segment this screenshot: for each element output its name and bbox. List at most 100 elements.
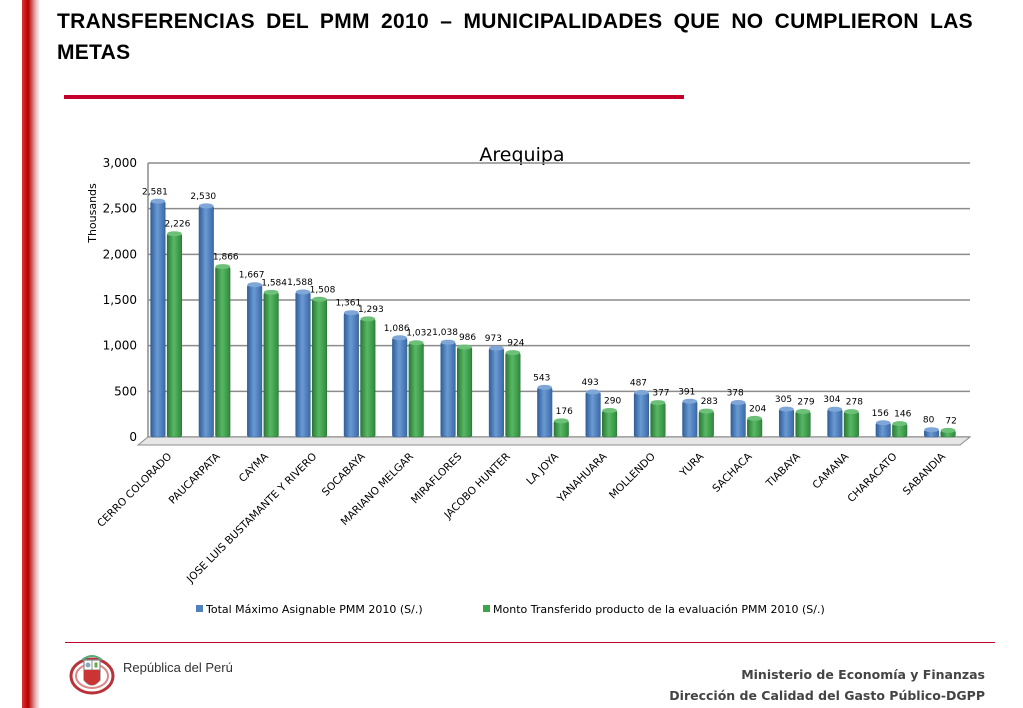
data-label-transferido: 1,508	[310, 285, 336, 295]
data-label-transferido: 924	[507, 339, 524, 349]
bar-top-transferido	[747, 415, 762, 421]
bar-total	[198, 205, 214, 438]
data-label-transferido: 72	[945, 416, 956, 426]
y-tick-label: 1,500	[103, 293, 137, 307]
bar-total	[295, 291, 311, 438]
bar-top-total	[730, 399, 746, 405]
data-label-total: 493	[582, 378, 599, 388]
bar-transferido	[263, 292, 279, 438]
x-tick-label: TIABAYA	[763, 450, 803, 490]
bar-transferido	[747, 418, 763, 438]
data-label-transferido: 279	[797, 398, 814, 408]
data-label-transferido: 986	[459, 333, 476, 343]
bar-top-total	[875, 420, 891, 426]
bar-total	[827, 408, 843, 438]
bar-transferido	[215, 266, 231, 438]
bar-transferido	[795, 411, 811, 438]
bar-transferido	[360, 318, 376, 438]
x-tick-label: PAUCARPATA	[167, 450, 224, 507]
data-label-total: 487	[630, 379, 647, 389]
x-tick-label: SACHACA	[710, 450, 755, 495]
bar-top-total	[344, 310, 359, 316]
bar-total	[440, 341, 456, 438]
country-name: República del Perú	[123, 660, 233, 675]
bar-top-total	[779, 406, 794, 412]
y-axis-label: Thousands	[86, 183, 99, 244]
decorative-side-bar	[22, 0, 40, 708]
data-label-total: 305	[775, 395, 792, 405]
bar-top-total	[585, 389, 601, 395]
data-label-total: 391	[678, 387, 695, 397]
x-tick-label: SABANDIA	[901, 450, 949, 498]
data-label-total: 1,667	[239, 271, 265, 281]
footer-institution: Ministerio de Economía y Finanzas Direcc…	[669, 664, 985, 706]
y-tick-label: 1,000	[103, 339, 137, 353]
x-tick-label: CAYMA	[237, 450, 272, 485]
x-tick-label: CAMANA	[810, 450, 851, 491]
bar-top-transferido	[167, 231, 182, 237]
bar-transferido	[843, 411, 859, 438]
bar-transferido	[311, 298, 328, 438]
footer-emblem	[68, 650, 116, 702]
direction-name: Dirección de Calidad del Gasto Público-D…	[669, 688, 985, 703]
data-label-total: 1,086	[384, 324, 410, 334]
bar-top-total	[489, 345, 504, 351]
bar-total	[778, 408, 795, 438]
x-tick-label: CHARACATO	[845, 451, 899, 505]
data-label-transferido: 204	[749, 404, 766, 414]
bar-total	[633, 392, 650, 438]
data-label-total: 80	[923, 416, 935, 426]
bar-top-transferido	[844, 409, 859, 415]
data-label-total: 543	[533, 373, 550, 383]
slide-title: TRANSFERENCIAS DEL PMM 2010 – MUNICIPALI…	[57, 10, 973, 64]
data-label-total: 378	[727, 388, 744, 398]
bar-top-transferido	[650, 400, 666, 406]
bar-top-total	[682, 398, 698, 404]
legend-swatch-transferido	[483, 605, 490, 612]
data-label-transferido: 1,032	[406, 329, 432, 339]
bar-top-transferido	[408, 340, 424, 346]
bar-top-total	[295, 289, 311, 295]
bar-top-total	[827, 406, 843, 412]
y-tick-label: 0	[129, 430, 137, 444]
y-tick-label: 500	[114, 384, 137, 398]
footer-divider	[65, 642, 995, 643]
peru-coat-of-arms-icon	[69, 655, 115, 695]
y-tick-label: 3,000	[103, 156, 137, 170]
bar-transferido	[408, 342, 424, 438]
legend-swatch-total	[196, 605, 203, 612]
data-label-total: 304	[823, 395, 840, 405]
bar-top-total	[440, 339, 456, 345]
data-label-total: 2,530	[190, 192, 216, 202]
x-tick-label: MOLLENDO	[607, 451, 658, 502]
data-label-total: 1,361	[335, 299, 361, 309]
chart-title: Arequipa	[479, 144, 564, 166]
data-label-transferido: 176	[556, 407, 573, 417]
data-label-total: 973	[485, 334, 502, 344]
bar-top-transferido	[312, 296, 327, 302]
bar-chart: Arequipa Thousands 0 500 1,000 1,500 2,000 2,…	[86, 144, 972, 586]
legend-item-total: Total Máximo Asignable PMM 2010 (S/.)	[196, 603, 423, 616]
legend-item-transferido: Monto Transferido producto de la evaluac…	[483, 603, 825, 616]
bar-transferido	[602, 410, 618, 438]
x-tick-label: SOCABAYA	[320, 450, 369, 499]
bar-top-transferido	[554, 418, 569, 424]
ministry-name: Ministerio de Economía y Finanzas	[741, 667, 985, 682]
x-tick-label: YANAHUARA	[555, 450, 610, 505]
data-label-transferido: 1,584	[261, 278, 287, 288]
data-label-transferido: 290	[604, 397, 621, 407]
data-label-transferido: 278	[846, 398, 863, 408]
x-tick-label: YURA	[677, 450, 707, 480]
plot-area: 0 500 1,000 1,500 2,000 2,500 3,000 2,581 2,226 C…	[95, 156, 972, 586]
bar-top-total	[537, 384, 552, 390]
bar-top-transferido	[505, 350, 521, 356]
bar-total	[488, 347, 504, 438]
bar-top-transferido	[215, 264, 231, 270]
bar-top-transferido	[457, 344, 472, 350]
y-tick-label: 2,000	[103, 247, 137, 261]
data-label-total: 156	[872, 409, 889, 419]
data-label-transferido: 1,866	[213, 253, 239, 263]
chart-floor	[136, 436, 972, 446]
data-label-transferido: 283	[701, 397, 718, 407]
bar-total	[537, 387, 553, 438]
